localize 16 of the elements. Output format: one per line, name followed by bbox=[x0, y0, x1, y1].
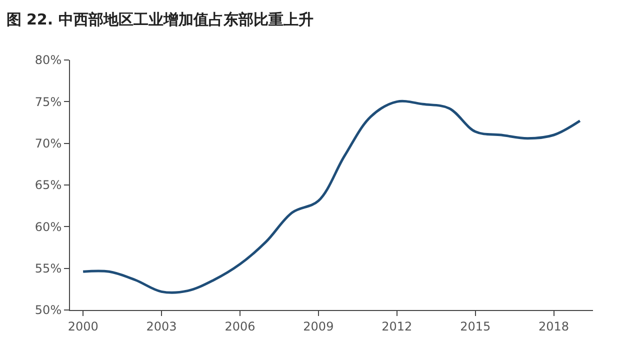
y-tick-label: 70% bbox=[34, 136, 62, 151]
x-tick-label: 2000 bbox=[68, 319, 98, 334]
x-tick-label: 2012 bbox=[382, 319, 412, 334]
line-series bbox=[82, 100, 582, 294]
y-tick-label: 65% bbox=[34, 178, 62, 192]
y-tick-label: 60% bbox=[34, 220, 62, 234]
y-tick-label: 55% bbox=[34, 262, 62, 276]
y-tick-label: 80% bbox=[34, 53, 62, 68]
x-tick-label: 2015 bbox=[460, 319, 491, 334]
x-tick-label: 2018 bbox=[538, 319, 570, 334]
y-tick-label: 50% bbox=[34, 303, 62, 318]
y-tick-label: 75% bbox=[34, 94, 62, 109]
x-tick-label: 2003 bbox=[146, 319, 177, 334]
x-tick-label: 2006 bbox=[224, 319, 256, 334]
x-tick-label: 2009 bbox=[303, 319, 334, 334]
chart-title: 图 22. 中西部地区工业增加值占东部比重上升 bbox=[6, 10, 314, 29]
